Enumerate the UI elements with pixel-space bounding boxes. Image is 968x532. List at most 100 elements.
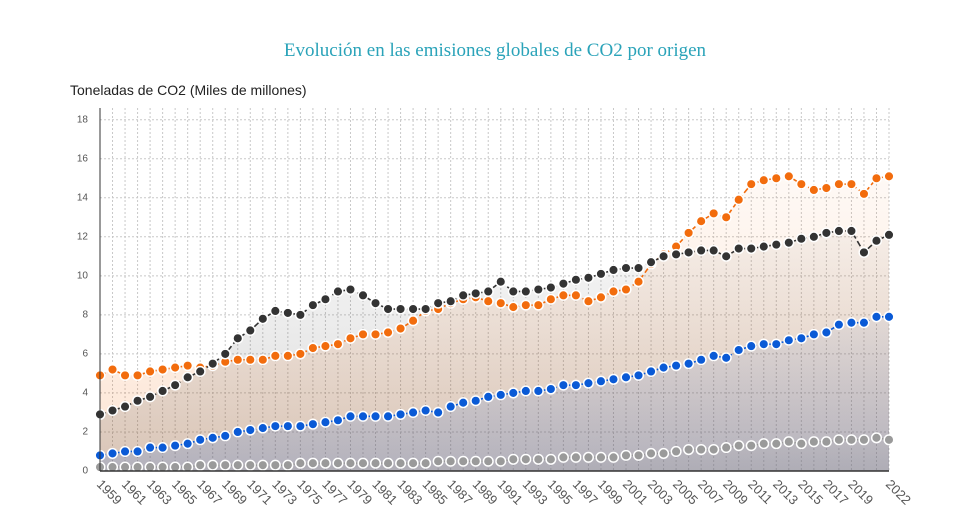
point	[132, 369, 144, 381]
point	[820, 436, 832, 448]
x-tick-label: 2009	[720, 477, 751, 508]
point	[557, 278, 569, 290]
point	[582, 295, 594, 307]
point	[432, 455, 444, 467]
point	[507, 285, 519, 298]
point	[482, 455, 494, 467]
point	[833, 434, 845, 446]
x-tick-label: 1995	[545, 477, 576, 508]
x-tick-label: 2022	[883, 477, 914, 508]
areas	[100, 176, 889, 471]
point	[182, 360, 194, 372]
point	[795, 233, 807, 245]
point	[207, 358, 219, 370]
point	[595, 268, 607, 280]
point	[520, 299, 532, 311]
x-tick-label: 1959	[94, 477, 125, 508]
point	[219, 348, 231, 360]
point	[219, 430, 231, 442]
point	[457, 397, 469, 409]
point	[532, 299, 544, 311]
point	[683, 443, 695, 456]
point	[545, 383, 557, 395]
point	[532, 385, 544, 397]
x-tick-label: 1963	[144, 477, 175, 508]
point	[157, 442, 169, 454]
point	[106, 404, 119, 417]
point	[132, 445, 144, 458]
point	[445, 401, 457, 413]
point	[557, 379, 569, 391]
point	[820, 182, 832, 194]
point	[883, 434, 895, 446]
point	[783, 334, 795, 346]
point	[595, 451, 607, 463]
point	[194, 434, 206, 446]
point	[482, 285, 494, 298]
point	[294, 309, 306, 321]
point	[620, 449, 632, 461]
point	[169, 379, 181, 391]
point	[870, 311, 883, 323]
point	[395, 408, 407, 420]
area	[100, 437, 889, 471]
point	[570, 451, 582, 463]
point	[770, 172, 782, 184]
point	[232, 426, 244, 438]
point	[119, 401, 131, 413]
point	[770, 438, 782, 450]
x-tick-label: 1985	[419, 477, 450, 508]
point	[808, 436, 820, 448]
x-tick-label: 2005	[670, 477, 701, 508]
point	[858, 188, 870, 200]
point	[695, 244, 707, 257]
point	[632, 262, 645, 274]
point	[457, 289, 469, 301]
series-line	[100, 437, 890, 468]
point	[282, 459, 294, 471]
point	[344, 283, 357, 296]
point	[307, 457, 319, 469]
point	[607, 264, 620, 276]
point	[319, 340, 331, 352]
x-tick-label: 1993	[520, 477, 551, 508]
point	[307, 299, 319, 311]
point	[194, 459, 206, 471]
point	[595, 375, 607, 387]
point	[182, 438, 194, 450]
point	[808, 184, 820, 196]
x-tick-label: 2007	[695, 477, 726, 508]
point	[545, 293, 557, 305]
point	[144, 365, 156, 378]
point	[845, 317, 857, 329]
point	[883, 170, 895, 182]
y-tick-label: 6	[82, 349, 88, 360]
point	[770, 338, 782, 350]
point	[607, 451, 620, 463]
point	[294, 420, 306, 432]
point	[482, 391, 494, 403]
point	[858, 434, 870, 446]
x-tick-label: 1979	[344, 477, 375, 508]
point	[708, 443, 720, 456]
y-tick-label: 10	[77, 270, 89, 281]
point	[144, 442, 156, 454]
point	[344, 457, 357, 469]
point	[369, 410, 382, 422]
point	[645, 447, 657, 459]
x-tick-label: 2017	[820, 477, 851, 508]
point	[532, 283, 544, 296]
point	[420, 404, 432, 417]
point	[808, 231, 820, 243]
point	[144, 391, 156, 403]
x-tick-label: 1991	[495, 477, 526, 508]
point	[382, 326, 394, 338]
point	[720, 250, 732, 262]
x-tick-label: 1997	[570, 477, 601, 508]
point	[369, 457, 382, 469]
point	[357, 457, 369, 469]
point	[382, 410, 394, 422]
point	[332, 338, 344, 350]
point	[520, 453, 532, 465]
point	[106, 363, 119, 376]
